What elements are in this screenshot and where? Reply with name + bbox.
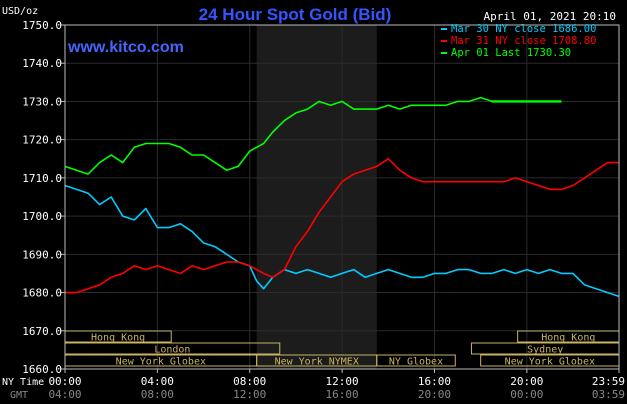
legend-entry: Mar 31 NY close 1708.80 — [451, 35, 596, 47]
legend-entry: Apr 01 Last 1730.30 — [451, 47, 571, 59]
market-label: Hong Kong — [541, 333, 595, 344]
series-line-1 — [65, 158, 619, 294]
y-tick-label: 1740.0 — [22, 57, 62, 70]
chart-title: 24 Hour Spot Gold (Bid) — [199, 5, 392, 24]
nymex-session-shading — [256, 25, 377, 369]
y-tick-label: 1720.0 — [22, 134, 62, 147]
y-tick-label: 1670.0 — [22, 325, 62, 338]
x-tick-label-ny: 04:00 — [141, 375, 174, 388]
x-tick-label-gmt: 20:00 — [418, 388, 451, 401]
y-tick-label: 1690.0 — [22, 248, 62, 261]
x-tick-label-ny: 23:59 — [592, 375, 625, 388]
y-tick-label: 1680.0 — [22, 287, 62, 300]
series-lines — [64, 96, 620, 298]
watermark-site: www.kitco.com — [67, 39, 184, 56]
ny-time-label: NY Time — [2, 377, 44, 388]
x-tick-label-gmt: 03:59 — [592, 388, 625, 401]
chart-datetime: April 01, 2021 20:10 — [484, 10, 616, 23]
x-tick-label-ny: 12:00 — [326, 375, 359, 388]
series-line-0 — [64, 184, 620, 298]
legend-entry: Mar 30 NY close 1686.00 — [451, 23, 596, 35]
x-tick-label-gmt: 08:00 — [141, 388, 174, 401]
x-tick-label-ny: 00:00 — [48, 375, 81, 388]
y-tick-label: 1660.0 — [22, 363, 62, 376]
x-tick-label-gmt: 04:00 — [48, 388, 81, 401]
market-label: NY Globex — [389, 357, 443, 368]
market-label: Hong Kong — [91, 333, 145, 344]
x-tick-label-gmt: 00:00 — [510, 388, 543, 401]
x-tick-label-ny: 16:00 — [418, 375, 451, 388]
x-tick-label-ny: 08:00 — [233, 375, 266, 388]
gmt-label: GMT — [10, 390, 28, 401]
y-axis-label: USD/oz — [2, 6, 38, 17]
y-tick-label: 1750.0 — [22, 19, 62, 32]
market-label: New York Globex — [505, 357, 595, 368]
y-tick-label: 1730.0 — [22, 95, 62, 108]
market-box — [376, 354, 456, 367]
x-tick-label-ny: 20:00 — [510, 375, 543, 388]
y-tick-label: 1700.0 — [22, 210, 62, 223]
market-label: Sydney — [527, 345, 563, 356]
axes: 1750.0 1740.0 1730.0 1720.0 1710.0 1700.0 1690… — [22, 19, 625, 401]
series-line-2 — [64, 96, 562, 175]
x-tick-label-gmt: 16:00 — [326, 388, 359, 401]
x-tick-label-gmt: 12:00 — [233, 388, 266, 401]
market-label: New York Globex — [116, 357, 206, 368]
market-label: New York NYMEX — [275, 357, 359, 368]
y-tick-label: 1710.0 — [22, 172, 62, 185]
market-label: London — [154, 345, 190, 356]
